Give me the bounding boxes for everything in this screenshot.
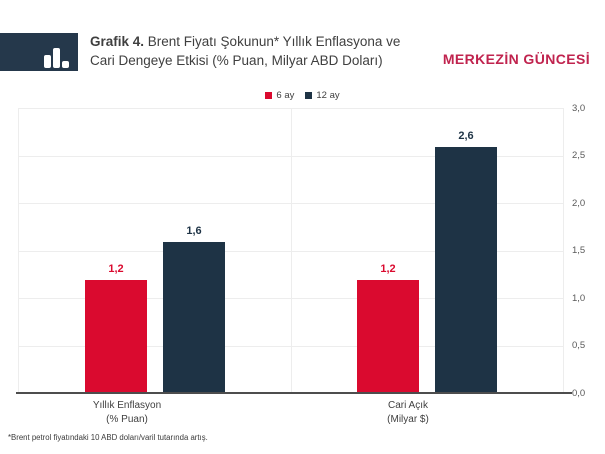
bar-chart-icon bbox=[44, 46, 70, 68]
x-axis-category-sublabel: (Milyar $) bbox=[387, 414, 429, 425]
chart-title-line2: Cari Dengeye Etkisi (% Puan, Milyar ABD … bbox=[90, 52, 383, 68]
y-axis-tick-label: 2,0 bbox=[572, 197, 586, 209]
legend-swatch bbox=[305, 91, 313, 99]
bar-6ay-cat0 bbox=[85, 280, 147, 394]
y-axis-tick-label: 1,0 bbox=[572, 292, 586, 304]
logo-box bbox=[0, 33, 78, 71]
bar-12ay-cat0 bbox=[163, 242, 225, 394]
bar-12ay-cat1 bbox=[435, 147, 497, 394]
bar-chart-icon-bar bbox=[62, 61, 69, 68]
chart-title-line1: Brent Fiyatı Şokunun* Yıllık Enflasyona … bbox=[144, 34, 401, 49]
legend-item-12ay: 12 ay bbox=[305, 89, 340, 101]
bar-chart-icon-bar bbox=[53, 48, 60, 68]
x-axis-category: Cari Açık (Milyar $) bbox=[328, 399, 488, 427]
bar-value-label: 1,6 bbox=[186, 225, 202, 237]
brand-logo: MERKEZİN GÜNCESİ bbox=[442, 51, 590, 67]
bar-value-label: 1,2 bbox=[108, 263, 124, 275]
bar-value-label: 2,6 bbox=[458, 130, 474, 142]
legend-swatch bbox=[265, 91, 273, 99]
y-axis-tick-label: 0,5 bbox=[572, 340, 586, 351]
bar-value-label: 1,2 bbox=[380, 263, 396, 275]
bar-chart-icon-bar bbox=[44, 55, 51, 68]
y-axis-tick-label: 0,0 bbox=[572, 387, 586, 399]
footnote: *Brent petrol fiyatındaki 10 ABD doları/… bbox=[8, 433, 208, 442]
chart-title: Grafik 4. Brent Fiyatı Şokunun* Yıllık E… bbox=[90, 33, 440, 70]
legend-label: 12 ay bbox=[316, 89, 340, 101]
plot-area: 1,2 1,6 1,2 2,6 bbox=[18, 108, 564, 394]
y-axis-tick-label: 3,0 bbox=[572, 102, 586, 114]
chart-title-prefix: Grafik 4. bbox=[90, 34, 145, 49]
legend-item-6ay: 6 ay bbox=[265, 90, 294, 101]
bar-6ay-cat1 bbox=[357, 280, 419, 394]
legend: 6 ay 12 ay bbox=[0, 88, 605, 102]
x-axis-category: Yıllık Enflasyon (% Puan) bbox=[47, 399, 207, 427]
y-axis-tick-label: 2,5 bbox=[572, 150, 586, 161]
gridline-vertical bbox=[291, 109, 292, 394]
x-axis-category-label: Cari Açık bbox=[387, 400, 428, 411]
y-axis-tick-label: 1,5 bbox=[572, 245, 586, 256]
x-axis-category-label: Yıllık Enflasyon bbox=[92, 400, 162, 411]
legend-label: 6 ay bbox=[276, 89, 295, 101]
x-axis-category-sublabel: (% Puan) bbox=[106, 414, 148, 425]
x-axis-line bbox=[16, 392, 572, 394]
